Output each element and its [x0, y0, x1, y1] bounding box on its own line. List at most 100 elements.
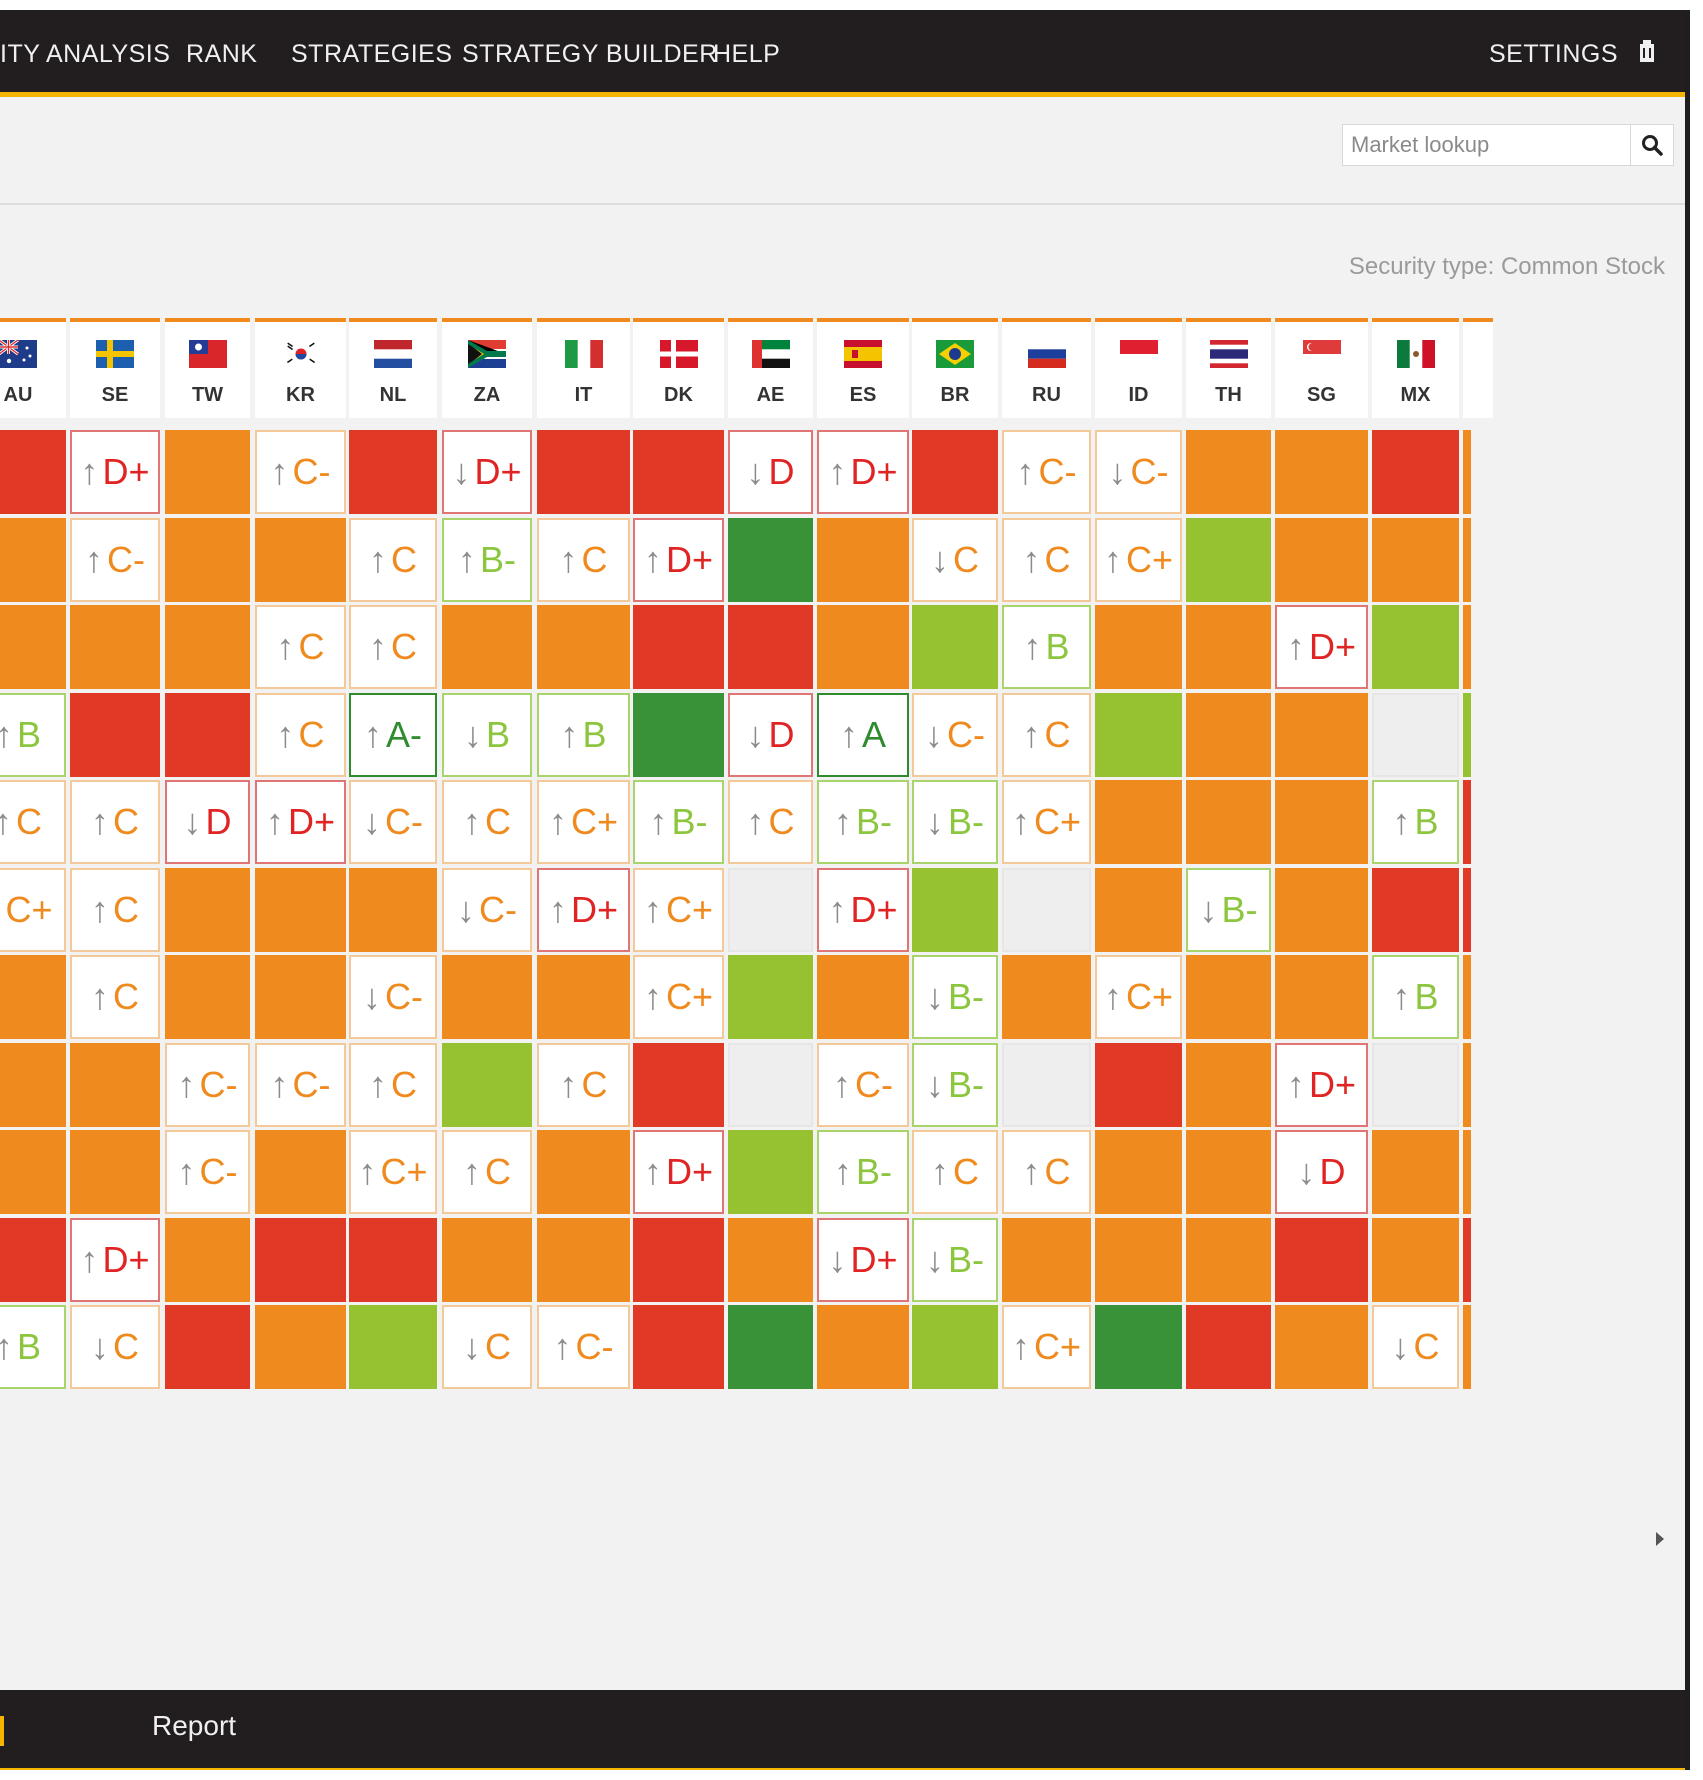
rating-cell[interactable]: ↓ C: [70, 1305, 160, 1389]
rating-cell[interactable]: ↑C: [349, 517, 437, 602]
rating-cell-partial[interactable]: [1463, 692, 1471, 777]
rating-cell[interactable]: [728, 517, 813, 602]
rating-cell[interactable]: [165, 1217, 250, 1302]
rating-cell[interactable]: [1095, 780, 1182, 864]
rating-cell[interactable]: ↑C+: [1002, 780, 1091, 864]
rating-cell[interactable]: [1095, 1305, 1182, 1389]
rating-cell[interactable]: [1275, 780, 1368, 864]
rating-cell[interactable]: [255, 1305, 346, 1389]
rating-cell[interactable]: ↑ C-: [70, 517, 160, 602]
rating-cell[interactable]: ↑ B-: [817, 780, 909, 864]
rating-cell[interactable]: ↑ C-: [817, 1042, 909, 1127]
rating-cell[interactable]: [1275, 867, 1368, 952]
rating-cell[interactable]: ↑ D+: [817, 430, 909, 514]
rating-cell[interactable]: ↑C+: [349, 1130, 437, 1214]
rating-cell[interactable]: [1002, 1217, 1091, 1302]
column-header-dk[interactable]: DK: [633, 318, 724, 418]
column-header-it[interactable]: IT: [537, 318, 630, 418]
rating-cell[interactable]: [70, 692, 160, 777]
rating-cell[interactable]: ↑ D+: [255, 780, 346, 864]
rating-cell[interactable]: [633, 1042, 724, 1127]
rating-cell[interactable]: [1186, 517, 1271, 602]
rating-cell[interactable]: [1095, 692, 1182, 777]
scroll-right-arrow[interactable]: [1656, 1532, 1664, 1546]
column-header-th[interactable]: TH: [1186, 318, 1271, 418]
rating-cell[interactable]: ↑C: [349, 605, 437, 689]
rating-cell[interactable]: ↑C: [537, 517, 630, 602]
rating-cell[interactable]: [912, 430, 998, 514]
rating-cell[interactable]: ↑C+: [537, 780, 630, 864]
rating-cell[interactable]: [1186, 430, 1271, 514]
rating-cell[interactable]: ↓ B-: [912, 1217, 998, 1302]
rating-cell[interactable]: [1372, 517, 1459, 602]
rating-cell-partial[interactable]: [1463, 955, 1471, 1039]
rating-cell[interactable]: [1372, 1042, 1459, 1127]
rating-cell[interactable]: ↑ B-: [442, 517, 532, 602]
rating-cell[interactable]: ↑B: [1372, 955, 1459, 1039]
rating-cell[interactable]: ↑C: [442, 1130, 532, 1214]
rating-cell[interactable]: ↑C: [349, 1042, 437, 1127]
rating-cell[interactable]: ↓ C-: [349, 955, 437, 1039]
rating-cell[interactable]: ↑B: [0, 1305, 66, 1389]
nav-item-help[interactable]: HELP: [713, 40, 781, 68]
column-header-sg[interactable]: SG: [1275, 318, 1368, 418]
rating-cell[interactable]: [817, 1305, 909, 1389]
rating-cell[interactable]: [1275, 517, 1368, 602]
rating-cell[interactable]: [70, 605, 160, 689]
rating-cell[interactable]: [0, 430, 66, 514]
rating-cell[interactable]: ↑C: [1002, 1130, 1091, 1214]
rating-cell[interactable]: [633, 692, 724, 777]
rating-cell[interactable]: [817, 517, 909, 602]
rating-cell[interactable]: [728, 867, 813, 952]
rating-cell[interactable]: [1186, 780, 1271, 864]
rating-cell[interactable]: ↑ A: [817, 692, 909, 777]
column-header-nl[interactable]: NL: [349, 318, 437, 418]
rating-cell-partial[interactable]: [1463, 517, 1471, 602]
rating-cell[interactable]: [1186, 1305, 1271, 1389]
nav-item-settings[interactable]: SETTINGS: [1489, 40, 1619, 68]
rating-cell[interactable]: [442, 1042, 532, 1127]
rating-cell[interactable]: [0, 517, 66, 602]
rating-cell[interactable]: ↑C+: [633, 955, 724, 1039]
rating-cell[interactable]: [165, 517, 250, 602]
rating-cell[interactable]: ↓ C: [912, 517, 998, 602]
rating-cell[interactable]: [0, 1130, 66, 1214]
rating-cell[interactable]: ↑B: [537, 692, 630, 777]
rating-cell-partial[interactable]: [1463, 780, 1471, 864]
rating-cell[interactable]: [817, 605, 909, 689]
rating-cell[interactable]: ↑C+: [633, 867, 724, 952]
report-link[interactable]: Report: [152, 1710, 237, 1741]
rating-cell[interactable]: ↑ D+: [537, 867, 630, 952]
column-header-br[interactable]: BR: [912, 318, 998, 418]
rating-cell[interactable]: [1002, 1042, 1091, 1127]
rating-cell-partial[interactable]: [1463, 1130, 1471, 1214]
rating-cell[interactable]: ↓ C-: [349, 780, 437, 864]
rating-cell[interactable]: [1186, 955, 1271, 1039]
rating-cell[interactable]: [1372, 1217, 1459, 1302]
rating-cell[interactable]: [1095, 1217, 1182, 1302]
column-header-tw[interactable]: TW: [165, 318, 250, 418]
rating-cell[interactable]: ↑ B-: [817, 1130, 909, 1214]
rating-cell[interactable]: [165, 605, 250, 689]
rating-cell[interactable]: ↓ C-: [912, 692, 998, 777]
nav-item-strategy-builder[interactable]: STRATEGY BUILDER: [462, 40, 718, 68]
rating-cell[interactable]: [1275, 692, 1368, 777]
rating-cell[interactable]: ↓ B: [442, 692, 532, 777]
rating-cell[interactable]: [1275, 1305, 1368, 1389]
column-header-es[interactable]: ES: [817, 318, 909, 418]
rating-cell[interactable]: ↑B: [1372, 780, 1459, 864]
rating-cell[interactable]: [349, 867, 437, 952]
rating-cell[interactable]: [70, 1130, 160, 1214]
column-header-mx[interactable]: MX: [1372, 318, 1459, 418]
rating-cell[interactable]: [1186, 692, 1271, 777]
rating-cell[interactable]: ↑ D+: [1275, 605, 1368, 689]
rating-cell[interactable]: [728, 1217, 813, 1302]
rating-cell-partial[interactable]: [1463, 867, 1471, 952]
rating-cell[interactable]: [728, 955, 813, 1039]
rating-cell[interactable]: [0, 955, 66, 1039]
rating-cell[interactable]: [633, 605, 724, 689]
rating-cell[interactable]: [442, 1217, 532, 1302]
rating-cell[interactable]: ↑ D+: [1275, 1042, 1368, 1127]
rating-cell[interactable]: [728, 1130, 813, 1214]
rating-cell[interactable]: ↑ C-: [165, 1042, 250, 1127]
